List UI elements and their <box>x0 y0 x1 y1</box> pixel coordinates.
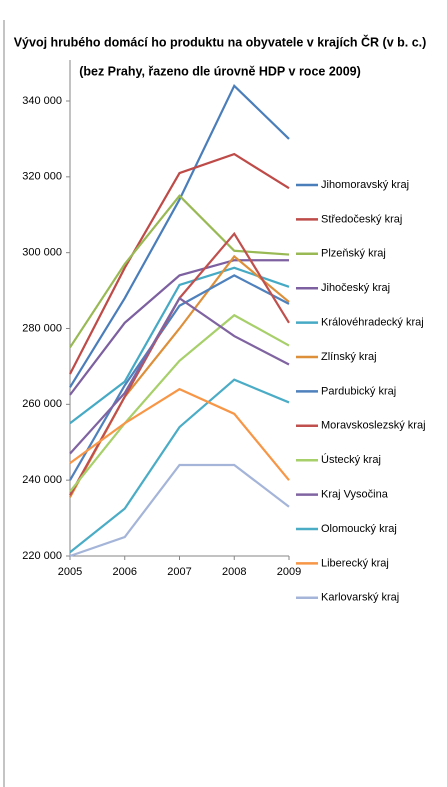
x-tick-label: 2006 <box>113 566 137 578</box>
legend-label: Pardubický kraj <box>321 385 396 397</box>
x-tick-label: 2007 <box>167 566 191 578</box>
chart-title: Vývoj hrubého domácí ho produktu na obyv… <box>14 34 427 49</box>
y-tick-label: 260 000 <box>22 398 62 410</box>
series-line <box>69 387 290 481</box>
legend-label: Jihočeský kraj <box>321 282 390 294</box>
legend-label: Liberecký kraj <box>321 557 389 569</box>
series-line <box>69 259 289 396</box>
series-line <box>69 313 290 493</box>
legend-label: Olomoucký kraj <box>321 523 397 535</box>
y-tick-label: 280 000 <box>22 322 62 334</box>
series-line <box>69 296 290 455</box>
x-tick-label: 2009 <box>277 566 301 578</box>
y-tick-label: 340 000 <box>22 95 62 107</box>
series-line <box>69 194 290 349</box>
legend-label: Jihomoravský kraj <box>321 179 409 191</box>
x-tick-label: 2008 <box>222 566 246 578</box>
y-tick-label: 220 000 <box>22 550 62 562</box>
legend-label: Královéhradecký kraj <box>321 317 424 329</box>
series-line <box>69 463 290 558</box>
legend-label: Plzeňský kraj <box>321 248 386 260</box>
series-line <box>69 152 290 375</box>
legend-label: Moravskoslezský kraj <box>321 420 426 432</box>
legend-label: Středočeský kraj <box>321 213 402 225</box>
legend-label: Karlovarský kraj <box>321 592 399 604</box>
legend-label: Zlínský kraj <box>321 351 377 363</box>
chart-subtitle: (bez Prahy, řazeno dle úrovně HDP v roce… <box>79 64 361 78</box>
series-line <box>69 266 290 425</box>
x-tick-label: 2005 <box>58 566 82 578</box>
legend-label: Kraj Vysočina <box>321 489 389 501</box>
legend-label: Ústecký kraj <box>321 453 381 466</box>
series-line <box>69 378 290 554</box>
y-tick-label: 320 000 <box>22 171 62 183</box>
series-line <box>69 274 290 481</box>
series-line <box>69 83 290 388</box>
y-tick-label: 240 000 <box>22 474 62 486</box>
y-tick-label: 300 000 <box>22 247 62 259</box>
